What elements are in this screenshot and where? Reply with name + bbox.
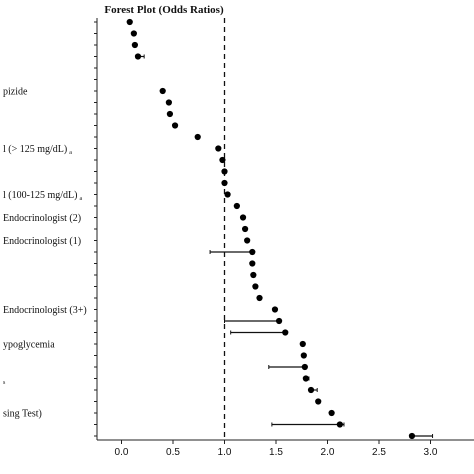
or-point — [249, 248, 256, 256]
or-point — [315, 398, 322, 405]
or-point — [233, 202, 240, 210]
row-label: pizide — [3, 87, 28, 98]
or-point — [301, 363, 308, 371]
or-point — [159, 87, 166, 95]
plot-area: 0.0 0.5 1.0 1.5 2.0 2.5 3.0 pizide l (> 125 mg/d… — [3, 18, 474, 458]
or-point — [244, 237, 251, 244]
x-tick-label: 0.0 — [115, 447, 129, 458]
or-point — [131, 41, 138, 49]
row-label: sing Test) — [3, 409, 42, 420]
or-point — [271, 306, 279, 313]
row-label: l (> 125 mg/dL) a — [3, 144, 72, 156]
or-point — [249, 260, 256, 267]
row-label: Endocrinologist (1) — [3, 236, 81, 247]
or-point — [165, 99, 172, 106]
or-point — [275, 317, 283, 325]
or-point — [224, 191, 231, 198]
or-point — [336, 421, 343, 428]
or-point — [252, 283, 259, 290]
chart-title: Forest Plot (Odds Ratios) — [104, 4, 224, 16]
x-tick-label: 2.0 — [321, 447, 335, 458]
x-tick-label: 1.5 — [269, 447, 283, 458]
or-point — [250, 271, 257, 279]
or-point — [299, 340, 306, 348]
row-label: s — [3, 380, 6, 386]
row-label: Endocrinologist (2) — [3, 213, 81, 224]
or-point — [256, 294, 263, 302]
or-point — [130, 30, 137, 37]
row-label: l (100-125 mg/dL) a — [3, 190, 82, 202]
or-point — [239, 214, 247, 221]
or-point — [328, 409, 335, 417]
x-tick-label: 2.5 — [372, 447, 386, 458]
or-point — [215, 145, 222, 152]
or-point — [242, 225, 249, 233]
x-tick-label: 0.5 — [166, 447, 180, 458]
or-point — [300, 352, 307, 359]
x-tick-label: 3.0 — [424, 447, 438, 458]
or-point — [221, 179, 228, 187]
x-tick-label: 1.0 — [218, 447, 232, 458]
or-point — [134, 53, 142, 60]
or-point — [282, 329, 289, 336]
or-point — [219, 156, 226, 164]
or-point — [221, 168, 228, 175]
or-point — [166, 110, 174, 118]
or-point — [171, 122, 179, 129]
or-point — [307, 386, 315, 394]
or-point — [194, 133, 201, 141]
row-label: ypoglycemia — [3, 340, 55, 351]
or-point — [302, 375, 309, 382]
or-point — [408, 432, 416, 440]
row-label: Endocrinologist (3+) — [3, 305, 87, 316]
or-point — [126, 18, 133, 26]
